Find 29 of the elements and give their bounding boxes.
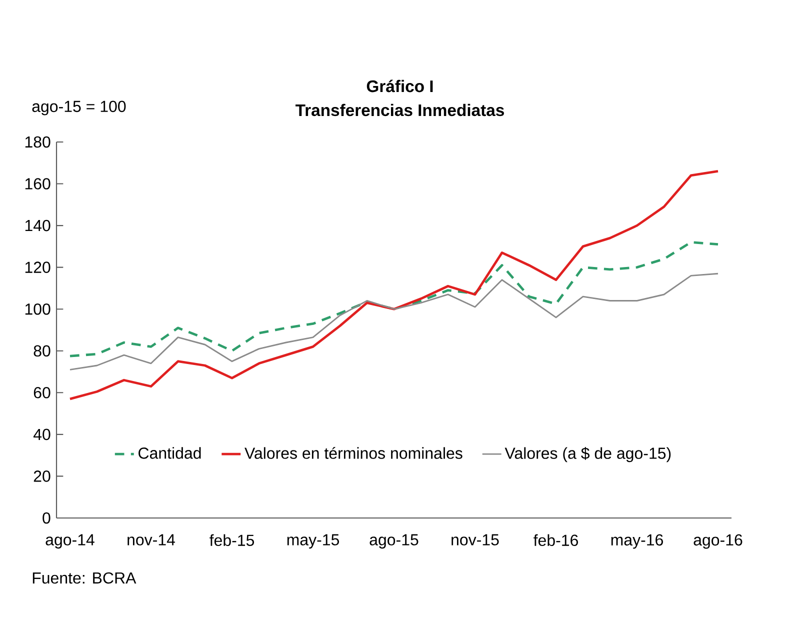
chart-subtitle: Transferencias Inmediatas: [296, 104, 504, 116]
chart-title: Gráfico I: [366, 80, 433, 92]
y-tick-label: 60: [34, 387, 50, 398]
line-series: [69, 272, 719, 370]
x-tick-label: feb-16: [534, 534, 578, 546]
legend-label: Valores (a $ de ago-15): [504, 446, 671, 462]
y-tick-label: 120: [25, 262, 50, 273]
y-tick-label: 40: [33, 428, 50, 440]
line-series: [68, 170, 720, 400]
y-tick-label: 100: [25, 303, 50, 315]
x-tick-label: may-16: [611, 534, 663, 549]
x-tick-label: nov-15: [452, 534, 499, 546]
y-tick-label: 20: [34, 470, 50, 482]
y-axis-title: ago-15 = 100: [32, 100, 126, 116]
y-tick-label: 0: [42, 512, 50, 524]
y-tick-label: 180: [25, 136, 50, 148]
legend-label: Cantidad: [138, 447, 201, 459]
y-tick-label: 140: [25, 220, 50, 232]
legend-label: Valores en términos nominales: [244, 446, 462, 459]
x-tick-label: ago-15: [370, 534, 418, 549]
x-tick-label: ago-16: [694, 534, 742, 549]
x-tick-label: may-15: [287, 534, 339, 549]
line-series: [68, 241, 720, 358]
y-tick-label: 80: [34, 345, 50, 357]
source-note: Fuente: BCRA: [32, 572, 136, 584]
x-tick-label: ago-14: [46, 534, 94, 549]
x-tick-label: nov-14: [128, 534, 175, 546]
x-tick-label: feb-15: [210, 534, 254, 546]
y-tick-label: 160: [25, 178, 50, 190]
